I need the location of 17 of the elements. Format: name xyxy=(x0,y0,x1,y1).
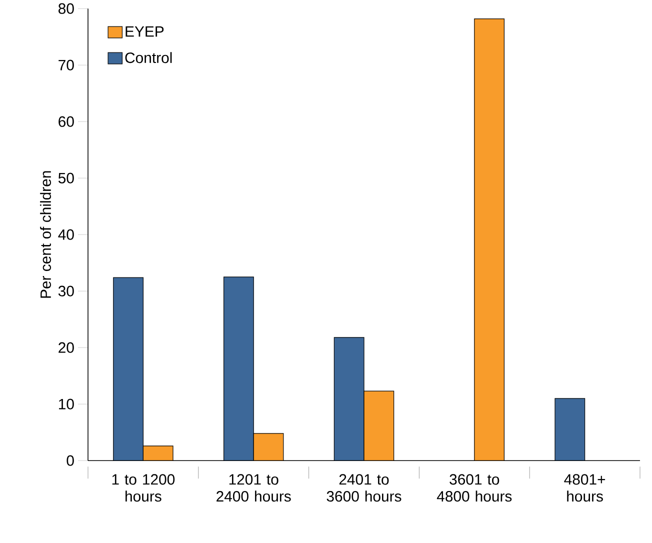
x-tick-label: 3601 to 4800 hours xyxy=(436,474,512,502)
y-tick-label: 60 xyxy=(58,116,74,128)
y-axis-title: Per cent of children xyxy=(40,171,52,298)
y-tick-label: 70 xyxy=(58,60,74,71)
x-tick-label: 4801+ hours xyxy=(564,474,606,502)
y-tick-label: 0 xyxy=(66,456,74,466)
x-tick-label: 1 to 1200 hours xyxy=(112,474,175,502)
x-tick-label: 2401 to 3600 hours xyxy=(326,474,402,502)
y-tick-label: 80 xyxy=(58,4,74,14)
y-tick-label: 40 xyxy=(58,230,74,240)
x-tick-label: 1201 to 2400 hours xyxy=(216,474,291,502)
legend-label: EYEP xyxy=(126,26,164,37)
y-tick-label: 20 xyxy=(58,342,74,354)
y-tick-label: 50 xyxy=(58,173,74,184)
y-tick-label: 10 xyxy=(59,399,74,410)
y-tick-label: 30 xyxy=(58,286,74,297)
legend-label: Control xyxy=(125,52,172,64)
